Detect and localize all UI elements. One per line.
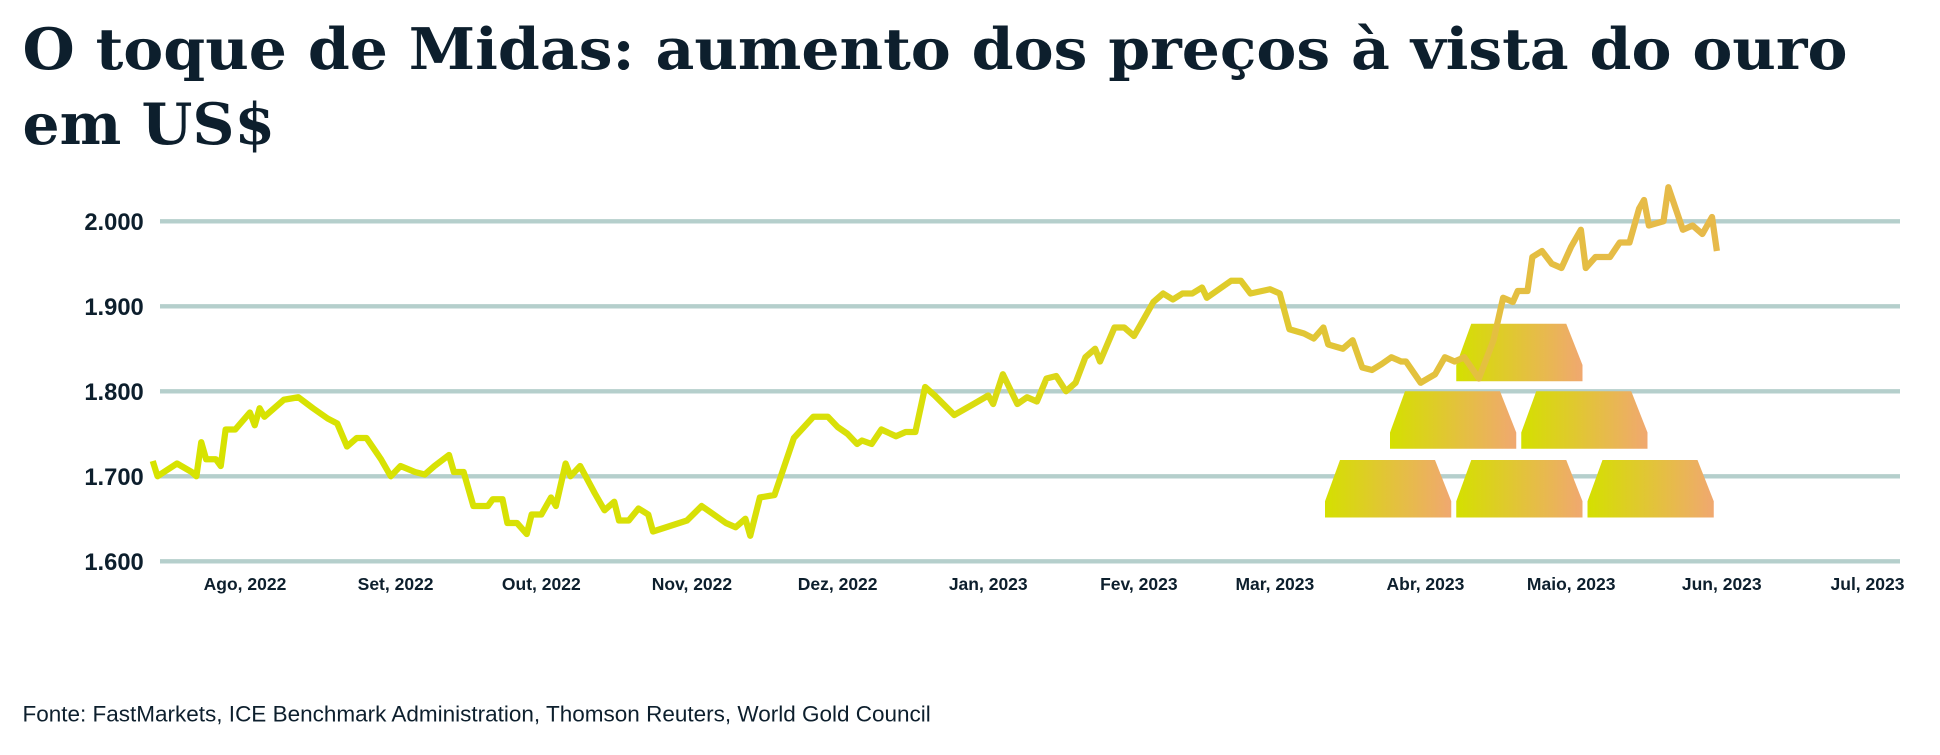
x-tick-label: Jul, 2023 — [1831, 574, 1905, 594]
y-tick-label: 1.800 — [84, 379, 143, 406]
gold-bar-icon — [1390, 391, 1517, 449]
x-tick-label: Jun, 2023 — [1682, 574, 1762, 594]
source-note: Fonte: FastMarkets, ICE Benchmark Admini… — [23, 701, 931, 726]
gold-bar-icon — [1456, 460, 1583, 518]
gold-bar-icon — [1587, 460, 1714, 518]
x-tick-label: Set, 2022 — [358, 574, 434, 594]
x-tick-label: Mar, 2023 — [1235, 574, 1314, 594]
gold-bar-icon — [1456, 323, 1583, 382]
gold-bar-icon — [1521, 391, 1648, 449]
x-tick-label: Abr, 2023 — [1387, 574, 1465, 594]
x-tick-label: Nov, 2022 — [652, 574, 733, 594]
chart-title-line2: em US$ — [23, 90, 276, 158]
x-tick-label: Out, 2022 — [502, 574, 581, 594]
series-line — [149, 184, 1720, 539]
x-tick-label: Dez, 2022 — [798, 574, 878, 594]
x-tick-label: Fev, 2023 — [1100, 574, 1178, 594]
y-tick-label: 1.700 — [84, 464, 143, 491]
gold-bars-stack-icon — [1325, 323, 1714, 518]
x-tick-label: Jan, 2023 — [949, 574, 1028, 594]
y-tick-label: 1.600 — [84, 549, 143, 576]
y-tick-label: 1.900 — [84, 294, 143, 321]
x-tick-label: Maio, 2023 — [1527, 574, 1616, 594]
x-tick-label: Ago, 2022 — [204, 574, 287, 594]
chart-title-line1: O toque de Midas: aumento dos preços à v… — [23, 15, 1848, 83]
y-tick-label: 2.000 — [84, 209, 143, 236]
gold-bar-icon — [1325, 460, 1452, 518]
